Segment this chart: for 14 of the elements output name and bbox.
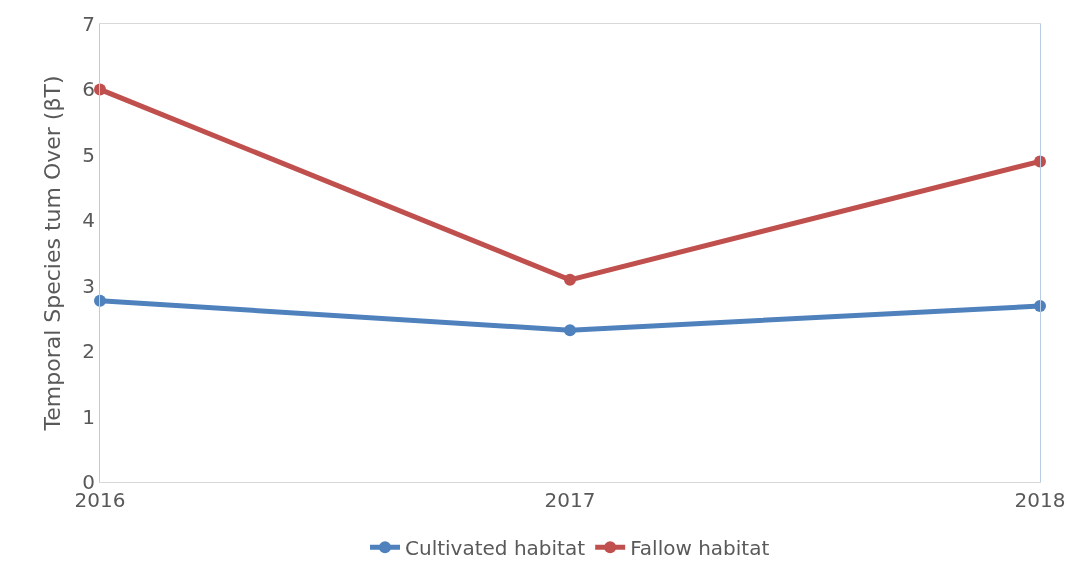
y-tick-label: 7 [82,12,95,36]
legend-label: Cultivated habitat [405,536,586,561]
x-tick-label: 2017 [544,488,596,512]
y-tick-label: 3 [82,273,95,298]
y-tick-label: 4 [82,208,95,233]
legend-label: Fallow habitat [630,536,770,561]
y-tick-label: 5 [82,142,95,167]
y-axis-title: Temporal Species tum Over (βT) [40,75,66,432]
y-tick-label: 1 [82,404,95,429]
x-tick-label: 2018 [1014,488,1066,512]
point [564,273,576,286]
y-tick-label: 6 [82,77,95,102]
point [564,324,576,337]
y-tick-label: 2 [82,339,95,364]
